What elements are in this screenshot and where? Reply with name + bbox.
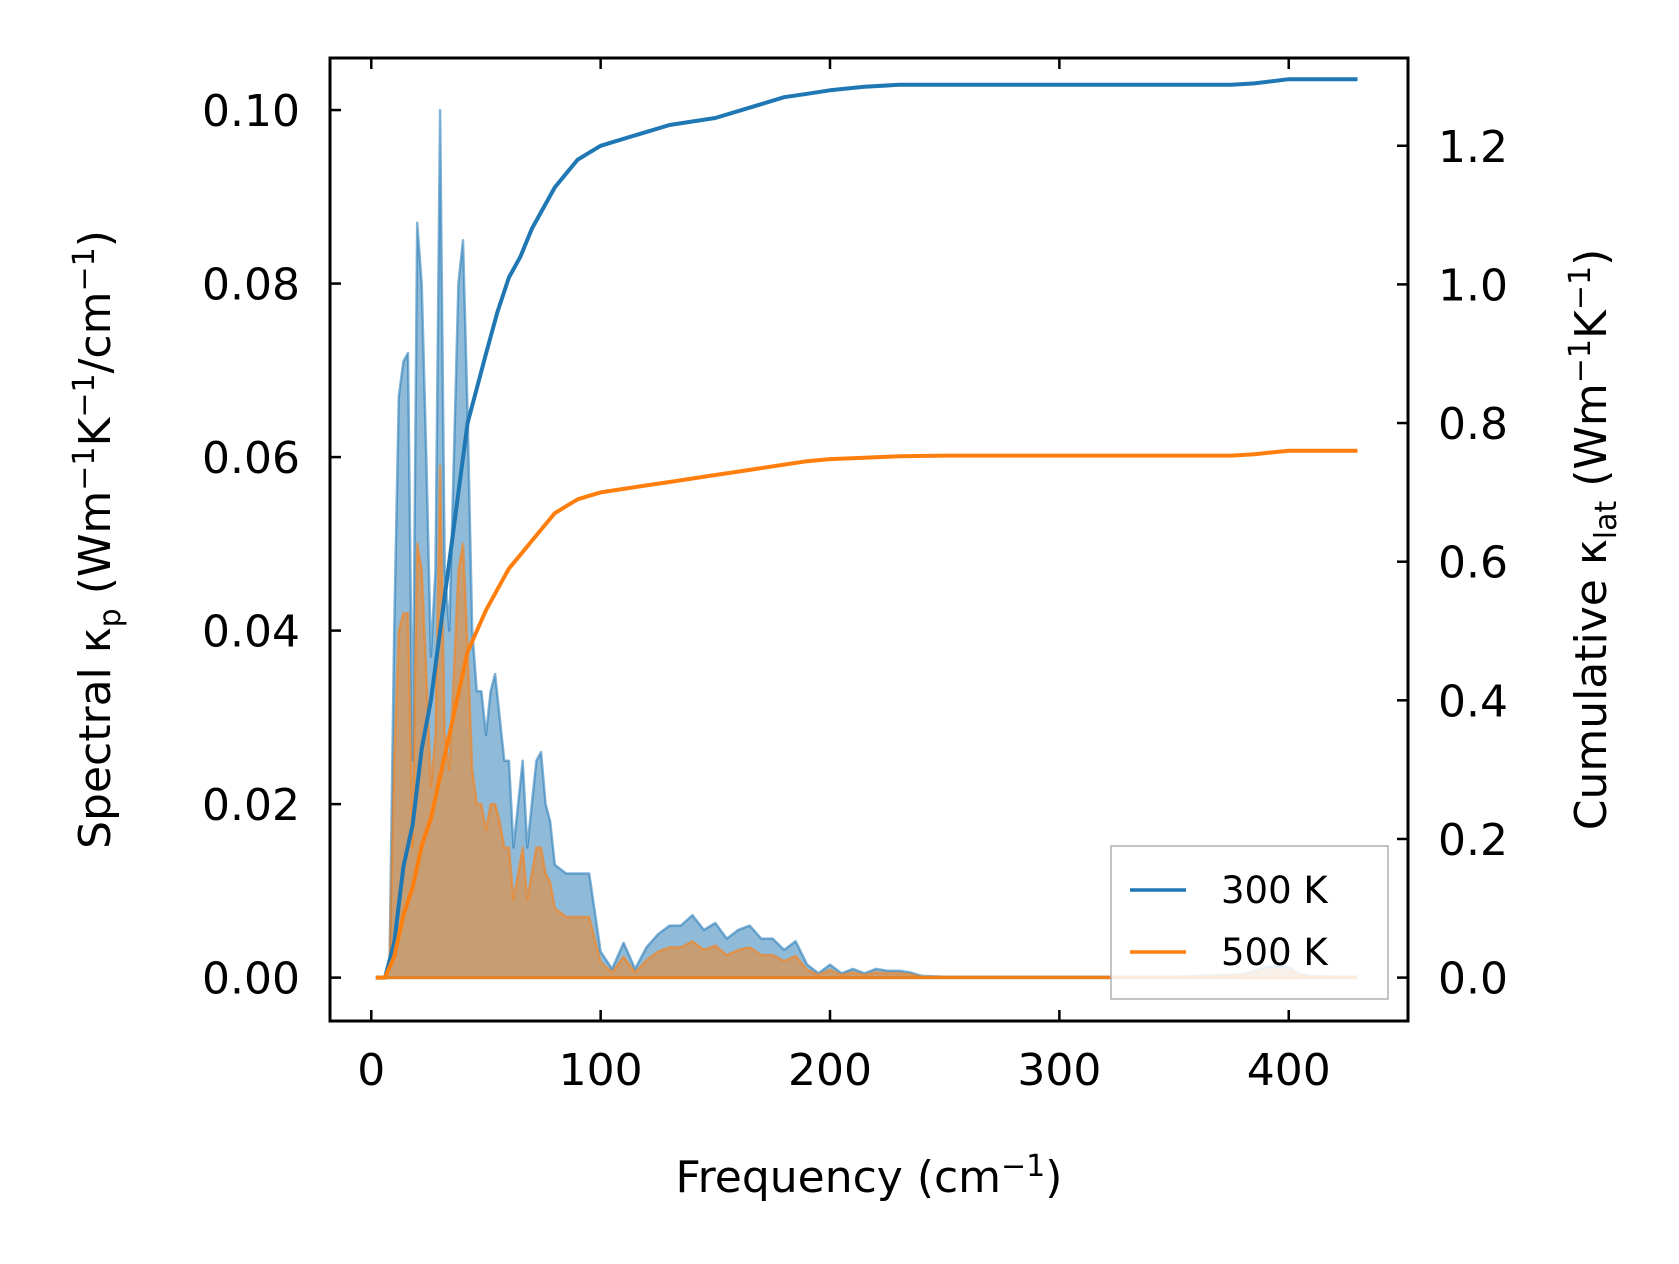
x-tick-label: 100 (559, 1045, 643, 1096)
y-left-tick-label: 0.08 (202, 260, 300, 311)
y-right-tick-label: 0.2 (1438, 815, 1508, 866)
y-left-tick-label: 0.06 (202, 433, 300, 484)
plot-frame (328, 56, 1410, 1023)
x-tick-label: 300 (1017, 1045, 1101, 1096)
y-right-tick-label: 0.0 (1438, 954, 1508, 1005)
x-tick-label: 200 (788, 1045, 872, 1096)
y-right-tick-label: 0.4 (1438, 676, 1508, 727)
x-tick-label: 400 (1247, 1045, 1331, 1096)
cumulative-line-500k (375, 448, 1358, 980)
spectral-fills (375, 110, 1358, 978)
y-right-tick-label: 0.6 (1438, 538, 1508, 589)
legend-label-500k: 500 K (1221, 931, 1329, 974)
left-y-axis-label: Spectral κp (Wm−1K−1/cm−1) (67, 230, 128, 849)
y-right-tick-label: 1.2 (1438, 122, 1508, 173)
axis-tick-labels: 0 100 200 300 400 0.00 0.02 0.04 0.06 0.08 0.10 0.0… (202, 86, 1508, 1096)
y-left-tick-label: 0.00 (202, 954, 300, 1005)
x-axis-label: Frequency (cm−1) (676, 1149, 1063, 1203)
right-y-axis-label: Cumulative κlat (Wm−1K−1) (1563, 249, 1624, 831)
legend-label-300k: 300 K (1221, 869, 1329, 912)
spectral-line-300k (375, 108, 1358, 979)
y-right-tick-label: 1.0 (1438, 260, 1508, 311)
y-right-tick-label: 0.8 (1438, 399, 1508, 450)
legend: 300 K 500 K (1110, 845, 1389, 1000)
y-left-tick-label: 0.02 (202, 780, 300, 831)
axis-ticks (330, 58, 1408, 1021)
cumulative-lines (375, 77, 1358, 980)
y-left-tick-label: 0.04 (202, 607, 300, 658)
legend-box (1110, 845, 1389, 1000)
x-tick-label: 0 (357, 1045, 385, 1096)
spectral-line-500k (375, 464, 1358, 979)
cumulative-line-300k (375, 77, 1358, 980)
spectral-fill-500k (375, 465, 1358, 978)
y-left-tick-label: 0.10 (202, 86, 300, 137)
